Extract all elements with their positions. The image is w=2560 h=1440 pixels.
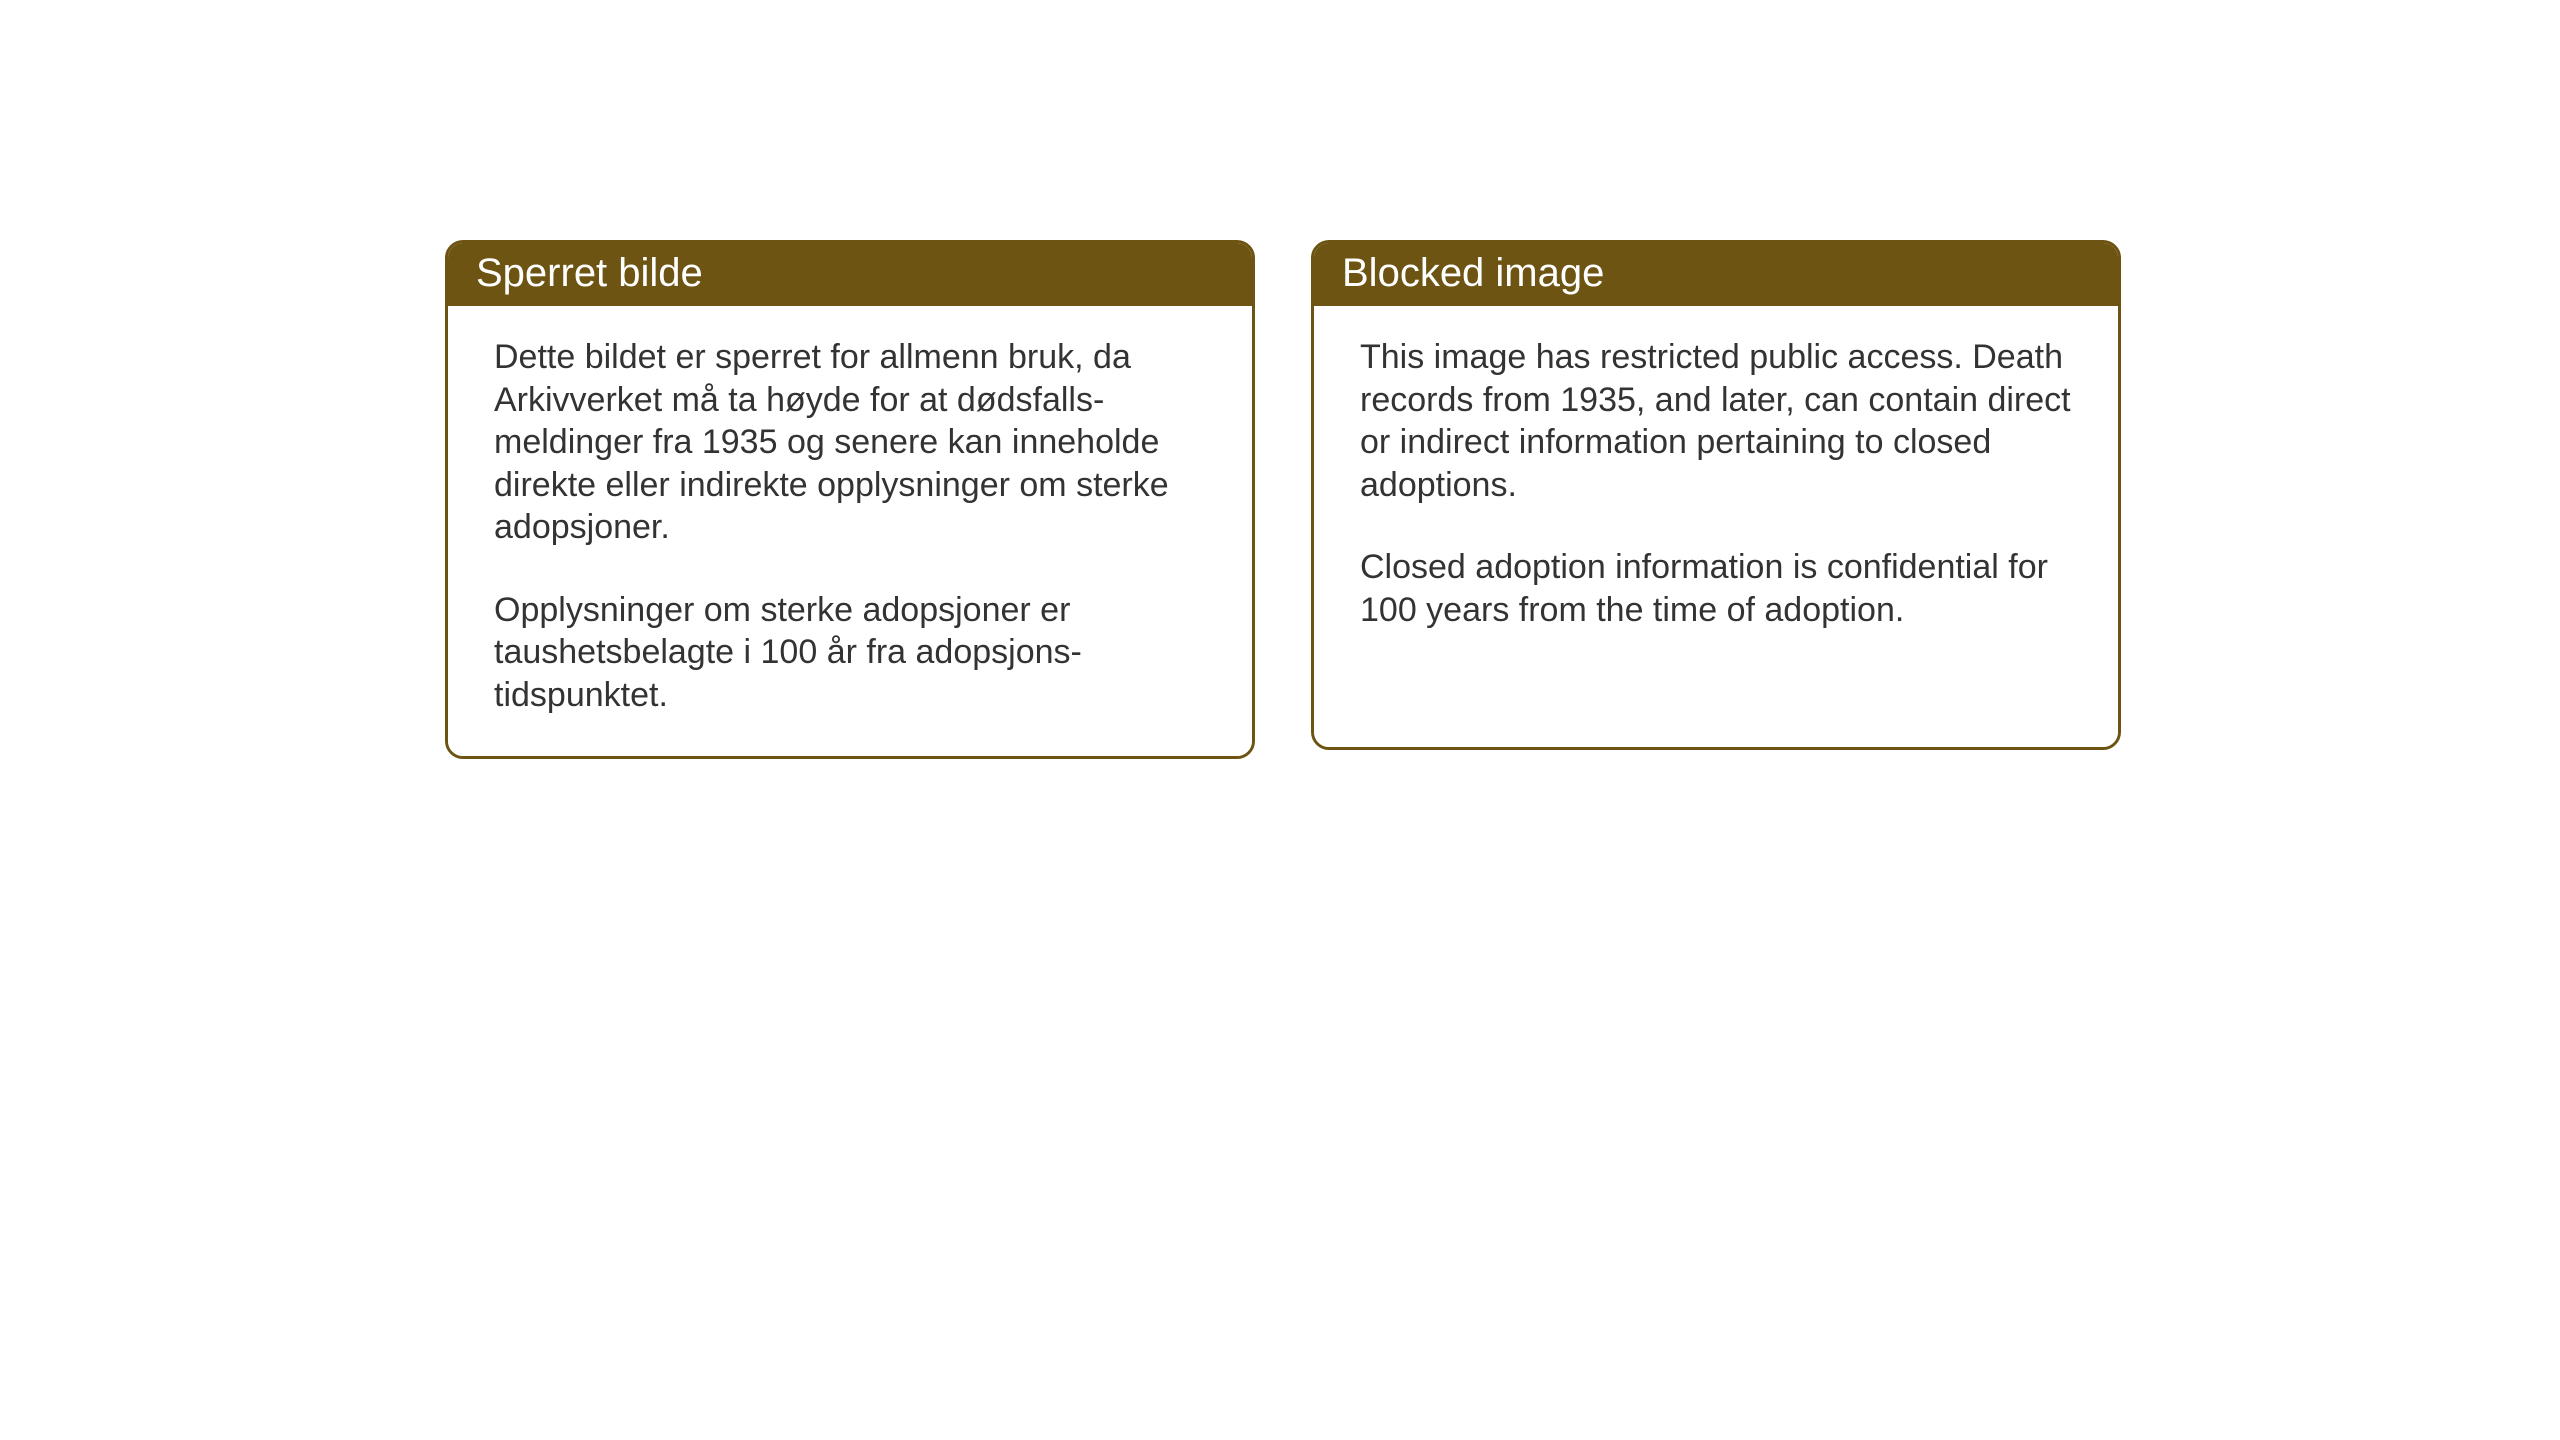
notice-container: Sperret bilde Dette bildet er sperret fo… — [445, 240, 2121, 759]
notice-paragraph: This image has restricted public access.… — [1360, 336, 2082, 506]
notice-paragraph: Closed adoption information is confident… — [1360, 546, 2082, 631]
notice-body-norwegian: Dette bildet er sperret for allmenn bruk… — [448, 306, 1252, 756]
notice-box-norwegian: Sperret bilde Dette bildet er sperret fo… — [445, 240, 1255, 759]
notice-paragraph: Opplysninger om sterke adopsjoner er tau… — [494, 589, 1216, 717]
notice-box-english: Blocked image This image has restricted … — [1311, 240, 2121, 750]
notice-header-norwegian: Sperret bilde — [448, 243, 1252, 306]
notice-header-english: Blocked image — [1314, 243, 2118, 306]
notice-paragraph: Dette bildet er sperret for allmenn bruk… — [494, 336, 1216, 549]
notice-body-english: This image has restricted public access.… — [1314, 306, 2118, 747]
